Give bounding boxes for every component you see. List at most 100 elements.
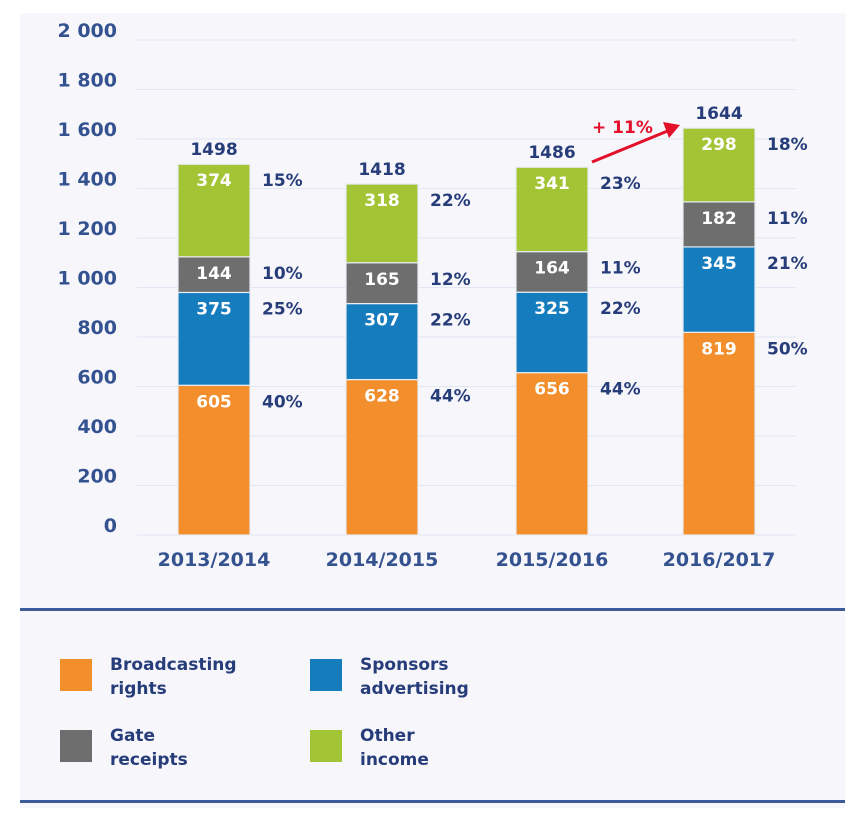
segment-share-label: 25%: [262, 299, 303, 319]
bar-total-label: 1644: [695, 104, 742, 124]
segment-share-label: 40%: [262, 392, 303, 412]
segment-value-label: 165: [364, 270, 400, 290]
segment-value-label: 375: [196, 299, 232, 319]
legend-swatch: [310, 659, 342, 691]
legend-item-sponsors-advertising: Sponsors advertising: [310, 653, 540, 701]
bar-total-label: 1498: [190, 140, 237, 160]
x-tick-label: 2014/2015: [326, 549, 439, 571]
legend-label-line: advertising: [360, 679, 469, 699]
segment-value-label: 605: [196, 392, 232, 412]
bar-stack: 819 50% 345 21% 182 11% 298 18% 1644: [682, 104, 808, 536]
y-tick-label: 600: [77, 367, 117, 389]
segment-share-label: 10%: [262, 264, 303, 284]
y-tick-label: 400: [77, 416, 117, 438]
arrow-head-icon: [663, 122, 680, 138]
legend-label-line: receipts: [110, 750, 188, 770]
legend-label: Gate receipts: [110, 724, 290, 772]
segment-share-label: 11%: [600, 259, 641, 279]
arrow-line: [591, 128, 671, 164]
bar-segment: [515, 372, 589, 536]
bar-stack: 656 44% 325 22% 164 11% 341 23% 1486: [515, 143, 641, 536]
x-axis-ticks: 2013/2014 2014/2015 2015/2016 2016/2017: [158, 549, 776, 571]
bar-segment: [515, 166, 589, 253]
bar-segment: [682, 127, 756, 203]
y-tick-label: 0: [104, 515, 117, 537]
bar-stack: 628 44% 307 22% 165 12% 318 22% 1418: [345, 160, 471, 536]
segment-share-label: 12%: [430, 270, 471, 290]
segment-value-label: 144: [196, 264, 232, 284]
bar-segment: [345, 262, 419, 305]
bar-segment: [682, 246, 756, 333]
segment-value-label: 182: [701, 209, 737, 229]
bar-segment: [177, 291, 251, 386]
bar-segment: [345, 302, 419, 381]
segment-share-label: 15%: [262, 171, 303, 191]
legend-label-line: Other: [360, 726, 415, 746]
stacked-bar-chart: 0 200 400 600 800 1 000 1 200 1 400 1 600 1 800 2 …: [58, 20, 808, 571]
bar-segment: [177, 384, 251, 536]
segment-value-label: 345: [701, 254, 737, 274]
bars: 605 40% 375 25% 144 10% 374 15% 1498 628 44% 307 22%…: [177, 104, 808, 536]
x-tick-label: 2016/2017: [663, 549, 776, 571]
y-axis-ticks: 0 200 400 600 800 1 000 1 200 1 400 1 600 1 800 2 …: [58, 20, 118, 537]
segment-value-label: 656: [534, 380, 570, 400]
legend-label: Sponsors advertising: [360, 653, 540, 701]
x-tick-label: 2015/2016: [496, 549, 609, 571]
bar-segment: [515, 291, 589, 374]
y-tick-label: 1 200: [58, 218, 118, 240]
segment-share-label: 44%: [600, 380, 641, 400]
legend-item-other-income: Other income: [310, 724, 540, 772]
segment-share-label: 21%: [767, 254, 808, 274]
legend-top-divider: [20, 608, 845, 611]
segment-share-label: 11%: [767, 209, 808, 229]
bar-segment: [177, 163, 251, 258]
legend-item-broadcasting-rights: Broadcasting rights: [60, 653, 290, 701]
y-tick-label: 800: [77, 317, 117, 339]
legend-label-line: rights: [110, 679, 167, 699]
legend-swatch: [310, 730, 342, 762]
legend-swatch: [60, 659, 92, 691]
growth-label: + 11%: [592, 118, 653, 138]
segment-share-label: 44%: [430, 387, 471, 407]
segment-value-label: 164: [534, 259, 570, 279]
segment-value-label: 819: [701, 339, 737, 359]
bar-segment: [515, 251, 589, 293]
legend-label-line: income: [360, 750, 429, 770]
bar-segment: [682, 331, 756, 536]
segment-share-label: 18%: [767, 135, 808, 155]
bar-segment: [682, 201, 756, 248]
segment-value-label: 318: [364, 191, 400, 211]
legend-label-line: Sponsors: [360, 655, 449, 675]
y-tick-label: 1 600: [58, 119, 118, 141]
y-tick-label: 200: [77, 466, 117, 488]
segment-share-label: 50%: [767, 339, 808, 359]
segment-value-label: 325: [534, 299, 570, 319]
legend-bottom-divider: [20, 800, 845, 803]
segment-share-label: 23%: [600, 174, 641, 194]
bar-segment: [345, 183, 419, 264]
bar-total-label: 1418: [358, 160, 405, 180]
x-tick-label: 2013/2014: [158, 549, 271, 571]
segment-value-label: 298: [701, 135, 737, 155]
y-tick-label: 1 000: [58, 268, 118, 290]
legend-swatch: [60, 730, 92, 762]
segment-value-label: 628: [364, 387, 400, 407]
segment-share-label: 22%: [430, 311, 471, 331]
legend-label: Broadcasting rights: [110, 653, 290, 701]
segment-value-label: 341: [534, 174, 570, 194]
y-tick-label: 2 000: [58, 20, 118, 42]
segment-share-label: 22%: [600, 299, 641, 319]
bar-segment: [345, 378, 419, 536]
legend-label: Other income: [360, 724, 540, 772]
segment-value-label: 374: [196, 171, 232, 191]
segment-share-label: 22%: [430, 191, 471, 211]
legend-item-gate-receipts: Gate receipts: [60, 724, 290, 772]
segment-value-label: 307: [364, 311, 400, 331]
bar-stack: 605 40% 375 25% 144 10% 374 15% 1498: [177, 140, 303, 536]
bar-segment: [177, 256, 251, 294]
growth-annotation: + 11%: [591, 118, 680, 164]
y-tick-label: 1 800: [58, 70, 118, 92]
y-tick-label: 1 400: [58, 169, 118, 191]
legend-label-line: Gate: [110, 726, 156, 746]
bar-total-label: 1486: [528, 143, 575, 163]
